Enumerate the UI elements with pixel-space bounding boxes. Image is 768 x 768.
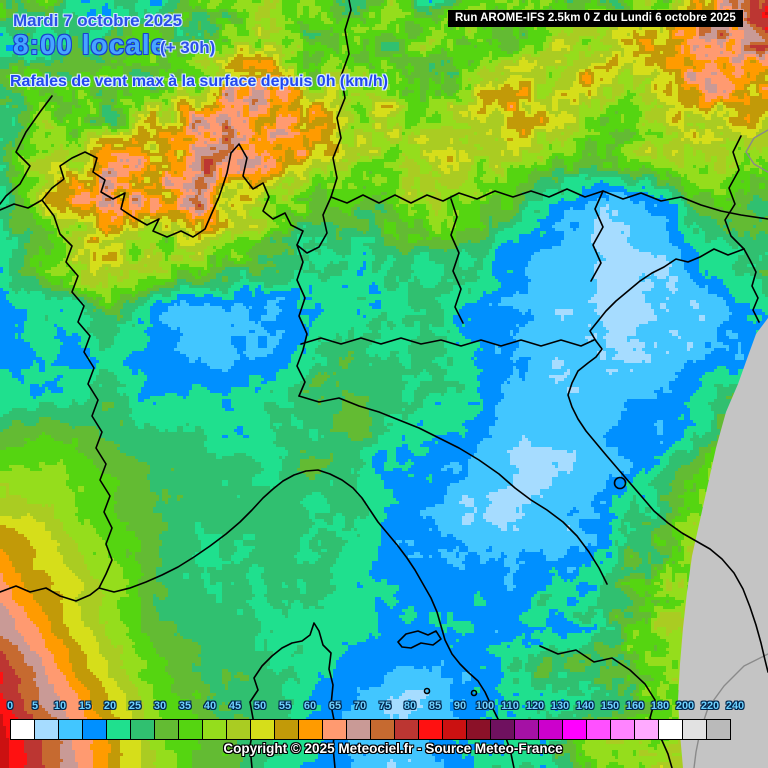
colorbar-cell	[610, 719, 635, 740]
colorbar-cell	[322, 719, 347, 740]
colorbar-tick-label: 10	[53, 700, 67, 712]
colorbar-cell	[418, 719, 443, 740]
colorbar-tick-label: 15	[78, 700, 92, 712]
colorbar-tick-label: 75	[378, 700, 392, 712]
colorbar-cell	[394, 719, 419, 740]
colorbar-tick-label: 55	[278, 700, 292, 712]
colorbar-cell	[466, 719, 491, 740]
colorbar-tick-label: 90	[453, 700, 467, 712]
parameter-title: Rafales de vent max à la surface depuis …	[10, 73, 388, 90]
colorbar-tick-label: 140	[575, 700, 595, 712]
colorbar-tick-label: 220	[700, 700, 720, 712]
colorbar-tick-label: 20	[103, 700, 117, 712]
colorbar-cell	[274, 719, 299, 740]
colorbar-cell	[154, 719, 179, 740]
colorbar-tick-label: 150	[600, 700, 620, 712]
colorbar-cell	[706, 719, 731, 740]
colorbar-tick-label: 160	[625, 700, 645, 712]
colorbar-tick-label: 130	[550, 700, 570, 712]
colorbar-cell	[538, 719, 563, 740]
colorbar-tick-label: 120	[525, 700, 545, 712]
colorbar-tick-label: 25	[128, 700, 142, 712]
colorbar-cell	[634, 719, 659, 740]
colorbar-cell	[442, 719, 467, 740]
colorbar-tick-label: 85	[428, 700, 442, 712]
colorbar-cell	[106, 719, 131, 740]
colorbar-tick-label: 5	[31, 700, 39, 712]
colorbar-tick-label: 100	[475, 700, 495, 712]
copyright-label: Copyright © 2025 Meteociel.fr - Source M…	[223, 741, 563, 756]
colorbar-cell	[178, 719, 203, 740]
colorbar-tick-label: 110	[501, 700, 519, 712]
date-label: Mardi 7 octobre 2025	[13, 11, 183, 30]
colorbar-cell	[514, 719, 539, 740]
colorbar-cell	[562, 719, 587, 740]
colorbar-cell	[34, 719, 59, 740]
colorbar	[10, 719, 731, 740]
colorbar-cell	[82, 719, 107, 740]
colorbar-cell	[490, 719, 515, 740]
colorbar-cell	[658, 719, 683, 740]
colorbar-labels: 0 5 10 15 20 25 30 35 40 45 50 55 60 65 70 75 80 85 90 100 1…	[6, 700, 761, 715]
colorbar-cell	[58, 719, 83, 740]
colorbar-tick-label: 45	[228, 700, 242, 712]
model-run-info: Run AROME-IFS 2.5km 0 Z du Lundi 6 octob…	[448, 10, 743, 27]
colorbar-cell	[346, 719, 371, 740]
colorbar-cell	[586, 719, 611, 740]
colorbar-tick-label: 35	[178, 700, 192, 712]
colorbar-cell	[10, 719, 35, 740]
colorbar-cell	[250, 719, 275, 740]
colorbar-tick-label: 65	[328, 700, 342, 712]
local-time-label: 8:00 locale	[13, 29, 168, 60]
forecast-offset-label: (+ 30h)	[160, 38, 216, 57]
colorbar-cell	[130, 719, 155, 740]
colorbar-tick-label: 70	[353, 700, 367, 712]
colorbar-tick-label: 240	[725, 700, 745, 712]
colorbar-cell	[682, 719, 707, 740]
colorbar-tick-label: 60	[303, 700, 317, 712]
colorbar-tick-label: 50	[253, 700, 267, 712]
colorbar-tick-label: 80	[403, 700, 417, 712]
colorbar-cell	[226, 719, 251, 740]
colorbar-tick-label: 200	[675, 700, 695, 712]
colorbar-tick-label: 0	[6, 700, 14, 712]
colorbar-tick-label: 180	[650, 700, 670, 712]
colorbar-tick-label: 30	[153, 700, 167, 712]
colorbar-cell	[298, 719, 323, 740]
colorbar-cell	[202, 719, 227, 740]
colorbar-cell	[370, 719, 395, 740]
colorbar-tick-label: 40	[203, 700, 217, 712]
